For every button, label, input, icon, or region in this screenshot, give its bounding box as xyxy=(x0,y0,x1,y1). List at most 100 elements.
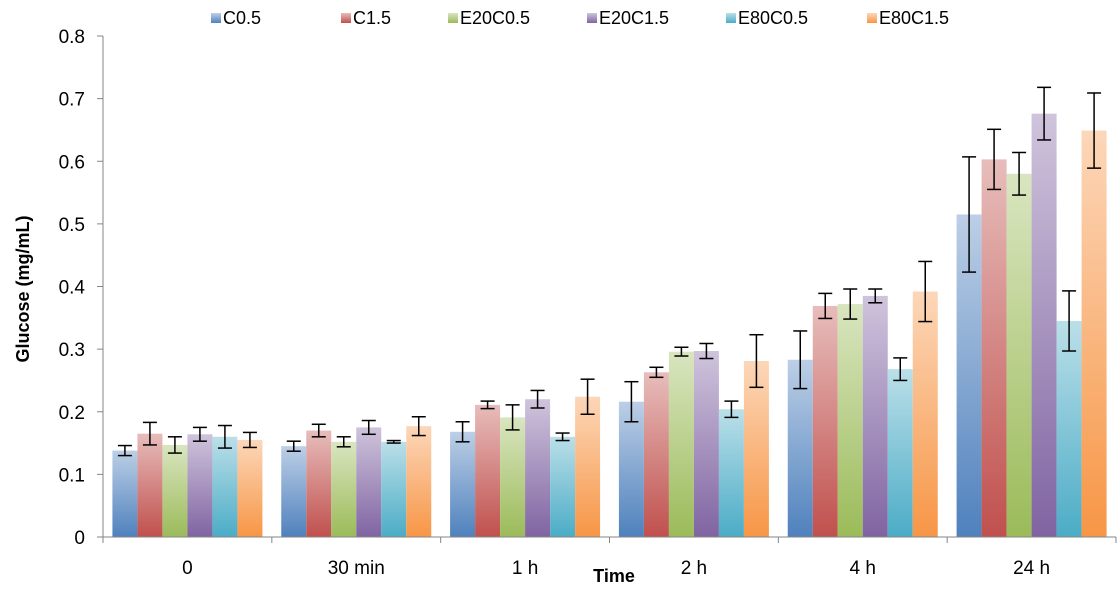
y-axis-title: Glucose (mg/mL) xyxy=(13,215,33,362)
bar-E20C1.5 xyxy=(525,399,551,537)
error-bar-E20C1.5 xyxy=(699,342,714,360)
bar-E20C1.5 xyxy=(187,434,213,537)
error-bar-E80C0.5 xyxy=(217,424,232,449)
x-axis-title: Time xyxy=(593,566,635,586)
error-bar-C1.5 xyxy=(480,400,495,410)
bar-E80C0.5 xyxy=(718,409,744,537)
legend-item-E20C0.5: E20C0.5 xyxy=(448,8,530,28)
y-tick-label: 0.2 xyxy=(59,403,85,424)
y-tick-label: 0.7 xyxy=(59,90,85,111)
error-bar-C0.5 xyxy=(286,440,301,452)
legend-item-E20C1.5: E20C1.5 xyxy=(587,8,669,28)
bar-C1.5 xyxy=(475,404,501,537)
x-category-label: 1 h xyxy=(512,558,538,579)
legend-label: E20C1.5 xyxy=(599,8,669,28)
bar-E20C1.5 xyxy=(693,351,719,537)
error-bar-E20C0.5 xyxy=(843,288,858,320)
bar-E20C0.5 xyxy=(1006,173,1032,537)
error-bar-E80C0.5 xyxy=(386,439,401,444)
legend-swatch xyxy=(211,13,221,23)
error-bar-E80C0.5 xyxy=(1062,290,1077,352)
error-bar-E20C0.5 xyxy=(336,436,351,448)
legend-swatch xyxy=(448,13,458,23)
error-bar-E20C1.5 xyxy=(1037,86,1052,141)
y-axis: 0 0.1 0.2 0.3 0.4 0.5 0.6 0.7 0.8 xyxy=(59,27,104,549)
bar-C0.5 xyxy=(112,450,138,537)
bar-E20C0.5 xyxy=(331,441,357,537)
error-bar-E80C1.5 xyxy=(749,333,764,389)
bar-C1.5 xyxy=(981,159,1007,537)
x-category-label: 30 min xyxy=(328,558,385,579)
error-bar-E20C1.5 xyxy=(868,288,883,304)
legend-swatch xyxy=(341,13,351,23)
legend-label: E80C0.5 xyxy=(738,8,808,28)
x-category-label: 24 h xyxy=(1013,558,1050,579)
legend-item-C1.5: C1.5 xyxy=(341,8,391,28)
bar-E80C0.5 xyxy=(212,436,238,537)
error-bar-C1.5 xyxy=(142,421,157,446)
legend-label: E80C1.5 xyxy=(879,8,949,28)
error-bar-E20C0.5 xyxy=(1012,151,1027,196)
error-bar-C1.5 xyxy=(987,128,1002,191)
error-bar-C1.5 xyxy=(818,292,833,320)
bar-E80C1.5 xyxy=(406,426,432,537)
legend-swatch xyxy=(867,13,877,23)
bar-E80C1.5 xyxy=(912,291,938,537)
y-tick-label: 0.5 xyxy=(59,215,85,236)
bar-E80C0.5 xyxy=(550,436,576,537)
bar-C1.5 xyxy=(812,305,838,537)
bar-E20C1.5 xyxy=(356,427,382,537)
legend-label: C1.5 xyxy=(353,8,391,28)
error-bar-C0.5 xyxy=(793,330,808,390)
error-bar-E80C1.5 xyxy=(242,431,257,449)
legend-label: C0.5 xyxy=(223,8,261,28)
legend-item-E80C0.5: E80C0.5 xyxy=(726,8,808,28)
bar-C0.5 xyxy=(450,431,476,537)
legend-swatch xyxy=(587,13,597,23)
error-bar-E20C1.5 xyxy=(361,419,376,436)
x-category-label: 4 h xyxy=(850,558,876,579)
bar-E80C1.5 xyxy=(743,361,769,537)
bar-E20C0.5 xyxy=(837,304,863,537)
y-tick-label: 0.1 xyxy=(59,465,85,486)
error-bar-C0.5 xyxy=(455,421,470,443)
error-bar-E80C1.5 xyxy=(580,378,595,416)
y-tick-label: 0.6 xyxy=(59,152,85,173)
x-category-label: 2 h xyxy=(681,558,707,579)
error-bar-E80C0.5 xyxy=(893,357,908,382)
error-bar-C0.5 xyxy=(624,380,639,423)
bar-C1.5 xyxy=(306,430,332,537)
error-bar-E80C1.5 xyxy=(411,416,426,437)
error-bar-E20C1.5 xyxy=(192,426,207,442)
error-bar-C1.5 xyxy=(311,423,326,438)
bar-E80C0.5 xyxy=(887,369,913,537)
error-bar-E80C0.5 xyxy=(724,400,739,419)
bar-E20C1.5 xyxy=(1031,113,1057,537)
error-bar-E20C1.5 xyxy=(530,389,545,409)
bar-E20C1.5 xyxy=(862,295,888,537)
bar-C0.5 xyxy=(281,446,307,537)
y-tick-label: 0 xyxy=(74,528,85,549)
bar-C0.5 xyxy=(618,401,644,537)
bar-C1.5 xyxy=(643,372,669,537)
error-bar-C1.5 xyxy=(649,366,664,379)
legend-swatch xyxy=(726,13,736,23)
error-bar-C0.5 xyxy=(962,156,977,273)
bar-E20C0.5 xyxy=(500,417,526,537)
legend-label: E20C0.5 xyxy=(460,8,530,28)
bar-E80C1.5 xyxy=(237,439,263,537)
legend-item-E80C1.5: E80C1.5 xyxy=(867,8,949,28)
error-bar-E20C0.5 xyxy=(674,346,689,357)
error-bar-E20C0.5 xyxy=(167,436,182,454)
plot-area xyxy=(112,86,1107,537)
bar-E80C0.5 xyxy=(1056,320,1082,537)
error-bar-E80C1.5 xyxy=(918,260,933,323)
y-tick-label: 0.4 xyxy=(59,278,86,299)
legend-item-C0.5: C0.5 xyxy=(211,8,261,28)
bar-E20C0.5 xyxy=(668,351,694,537)
bar-E80C1.5 xyxy=(575,396,601,537)
bar-E80C1.5 xyxy=(1081,130,1107,537)
bar-E80C0.5 xyxy=(381,441,407,537)
bar-E20C0.5 xyxy=(162,444,188,537)
